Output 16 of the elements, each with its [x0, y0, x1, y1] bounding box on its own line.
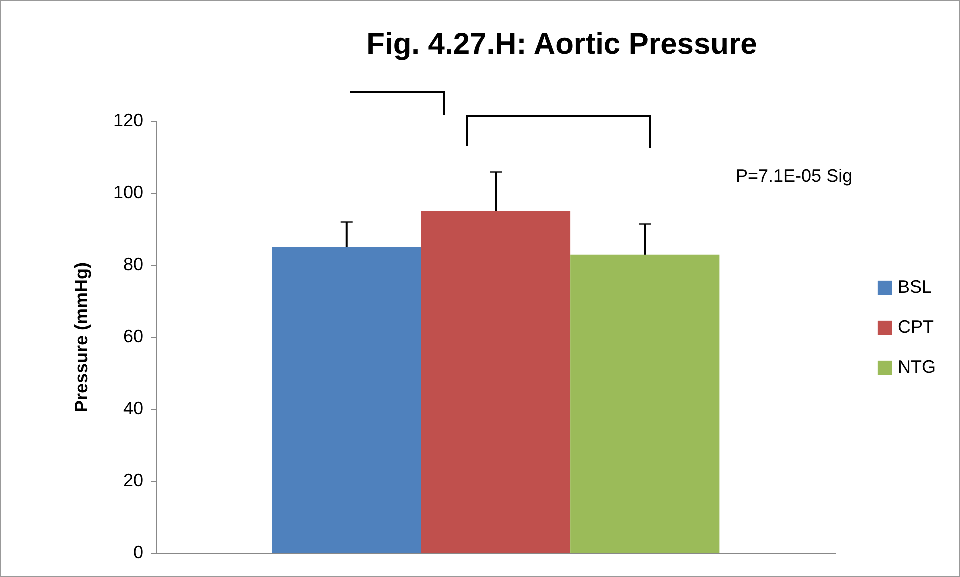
y-tick-label: 120 [113, 110, 144, 130]
legend-label: CPT [898, 317, 934, 337]
bar [570, 254, 720, 553]
y-tick-label: 100 [113, 182, 144, 202]
annotation: P=7.1E-05 Sig [736, 166, 853, 186]
y-tick-label: 0 [133, 542, 144, 562]
y-tick-label: 20 [123, 470, 144, 490]
y-axis-title: Pressure (mmHg) [71, 262, 92, 413]
y-tick-label: 40 [123, 398, 144, 418]
bar [421, 211, 571, 553]
legend-label: BSL [898, 277, 932, 297]
y-tick-label: 60 [123, 326, 144, 346]
legend-label: NTG [898, 357, 936, 377]
y-tick-label: 80 [123, 254, 144, 274]
chart-title: Fig. 4.27.H: Aortic Pressure [366, 28, 758, 61]
bar [272, 247, 422, 553]
